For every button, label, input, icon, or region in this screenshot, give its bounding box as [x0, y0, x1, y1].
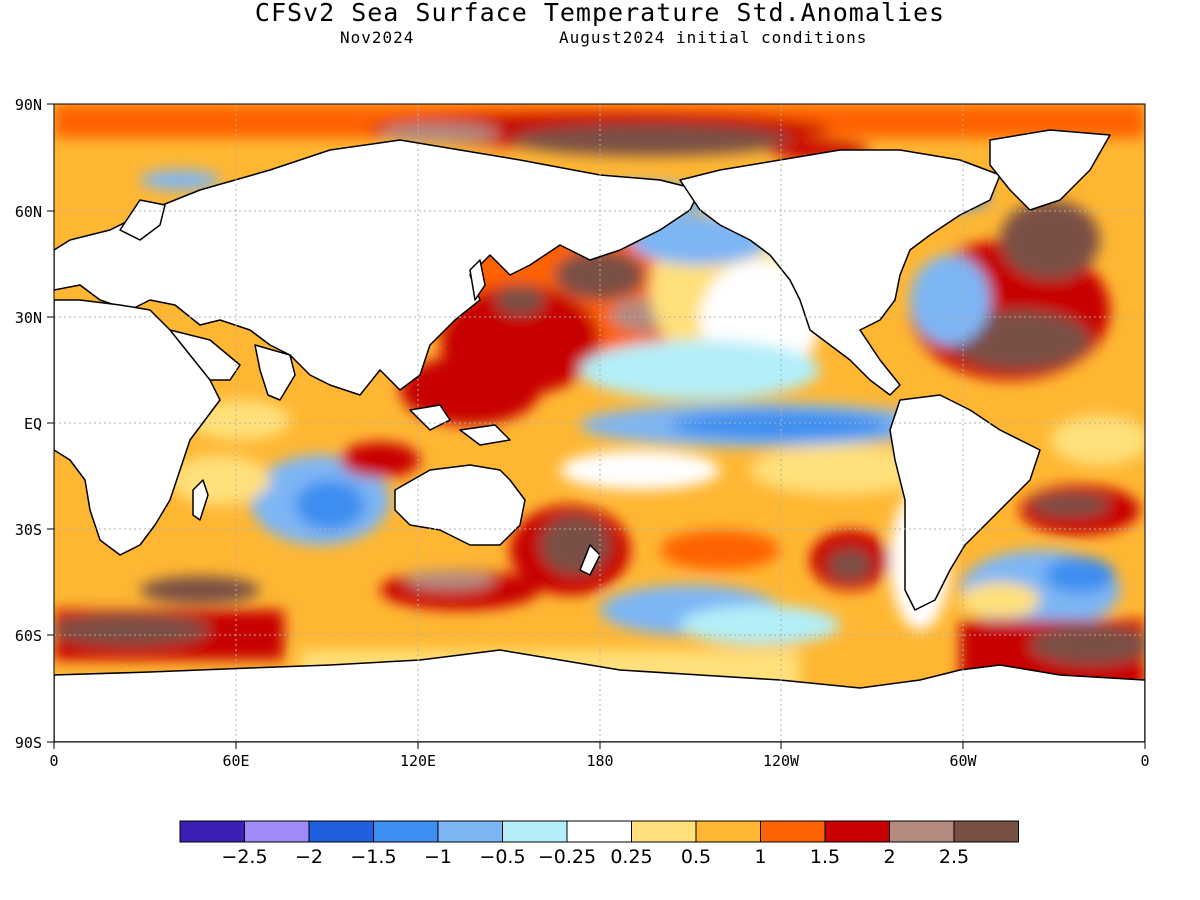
valid-month: Nov2024 [340, 28, 415, 47]
lon-label-0: 0 [49, 752, 58, 770]
colorbar-swatch-2 [308, 820, 374, 843]
lat-label-eq: EQ [24, 415, 42, 433]
lon-label-0-east: 0 [1140, 752, 1149, 770]
lon-label-120e: 120E [400, 752, 436, 770]
india [254, 344, 296, 401]
colorbar-label-6: 0.25 [610, 846, 652, 868]
africa [54, 299, 221, 556]
lon-label-60e: 60E [222, 752, 249, 770]
lat-label-30n: 30N [15, 309, 42, 327]
colorbar-swatch-10 [824, 820, 890, 843]
colorbar-label-2: −1.5 [350, 846, 396, 868]
colorbar-label-11: 2.5 [939, 846, 969, 868]
new-guinea [459, 424, 511, 446]
arabia [169, 329, 241, 381]
new-zealand [579, 544, 601, 576]
colorbar-label-0: −2.5 [221, 846, 267, 868]
lat-label-90s: 90S [15, 734, 42, 752]
lon-label-180: 180 [586, 752, 613, 770]
colorbar-label-5: −0.25 [538, 846, 596, 868]
colorbar-label-1: −2 [295, 846, 323, 868]
lat-label-30s: 30S [15, 521, 42, 539]
gridlines [54, 104, 1145, 742]
australia [394, 464, 526, 546]
lon-label-120w: 120W [763, 752, 800, 770]
map-plot-area [54, 104, 1145, 742]
lat-label-90n: 90N [15, 96, 42, 114]
initial-conditions: August2024 initial conditions [559, 28, 868, 47]
lon-label-60w: 60W [949, 752, 977, 770]
colorbar-swatch-0 [179, 820, 245, 843]
colorbar: −2.5 −2 −1.5 −1 −0.5 −0.25 0.25 0.5 1 1.5 2 2.5 [179, 820, 1019, 868]
colorbar-swatch-6 [566, 820, 632, 843]
colorbar-label-3: −1 [424, 846, 452, 868]
south-america [889, 394, 1041, 611]
colorbar-swatch-1 [244, 820, 310, 843]
japan [469, 259, 486, 301]
colorbar-label-7: 0.5 [681, 846, 711, 868]
colorbar-label-4: −0.5 [479, 846, 525, 868]
colorbar-label-9: 1.5 [810, 846, 840, 868]
greenland [989, 129, 1111, 211]
lat-label-60s: 60S [15, 627, 42, 645]
colorbar-swatch-12 [953, 820, 1019, 843]
colorbar-label-8: 1 [754, 846, 766, 868]
madagascar [192, 479, 209, 521]
colorbar-swatch-3 [373, 820, 439, 843]
scandinavia [119, 199, 166, 241]
tick-marks [47, 103, 1146, 749]
eurasia [54, 139, 701, 396]
lat-labels: 90N 60N 30N EQ 30S 60S 90S [15, 96, 42, 752]
colorbar-swatch-11 [889, 820, 955, 843]
colorbar-swatch-7 [631, 820, 697, 843]
lon-labels: 0 60E 120E 180 120W 60W 0 [49, 752, 1149, 770]
borneo [409, 404, 451, 431]
colorbar-swatch-8 [695, 820, 761, 843]
colorbar-swatch-9 [760, 820, 826, 843]
colorbar-swatch-5 [502, 820, 568, 843]
colorbar-label-10: 2 [883, 846, 895, 868]
figure-title: CFSv2 Sea Surface Temperature Std.Anomal… [254, 0, 946, 27]
lat-label-60n: 60N [15, 203, 42, 221]
colorbar-swatch-4 [437, 820, 503, 843]
